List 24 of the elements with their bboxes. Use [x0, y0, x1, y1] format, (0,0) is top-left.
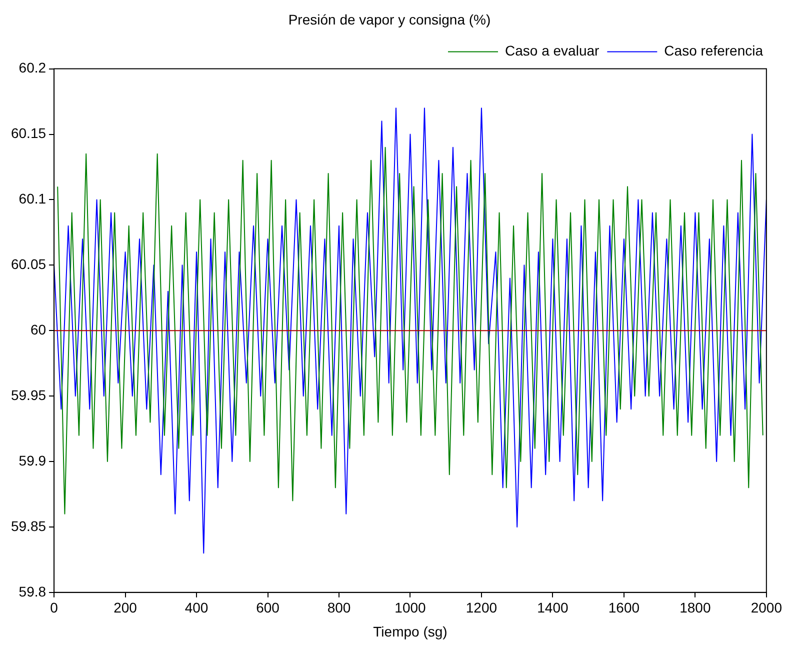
- x-tick-label: 800: [327, 600, 351, 616]
- x-tick-label: 1200: [466, 600, 498, 616]
- x-tick-label: 600: [256, 600, 280, 616]
- y-tick-label: 60.15: [10, 125, 46, 142]
- y-tick-label: 59.9: [18, 452, 46, 468]
- y-tick-label: 60.2: [18, 60, 46, 76]
- x-tick-label: 1600: [608, 600, 640, 616]
- x-tick-label: 1400: [537, 600, 568, 616]
- x-tick-label: 200: [114, 600, 138, 616]
- chart-title: Presión de vapor y consigna (%): [288, 11, 491, 28]
- y-tick-label: 60.05: [10, 256, 46, 272]
- y-tick-label: 60.1: [18, 190, 46, 207]
- y-tick-label: 59.85: [10, 518, 46, 534]
- x-tick-label: 2000: [750, 600, 782, 616]
- y-tick-label: 60: [30, 321, 46, 338]
- x-tick-label: 0: [50, 600, 58, 616]
- x-tick-label: 400: [184, 600, 208, 616]
- legend-label: Caso a evaluar: [505, 42, 600, 59]
- x-axis-title: Tiempo (sg): [373, 623, 448, 640]
- x-tick-label: 1000: [394, 600, 426, 616]
- y-tick-label: 59.8: [18, 583, 46, 600]
- y-tick-label: 59.95: [10, 386, 46, 403]
- legend-label: Caso referencia: [664, 42, 764, 59]
- x-tick-label: 1800: [680, 600, 711, 616]
